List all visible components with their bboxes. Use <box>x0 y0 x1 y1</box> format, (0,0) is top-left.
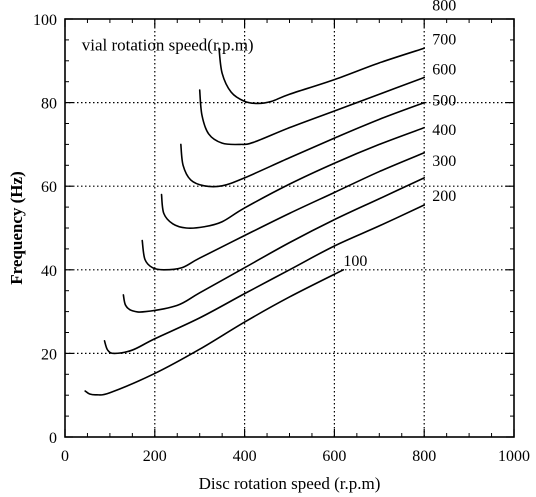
vial-speed-annotation: vial rotation speed(r.p.m) <box>82 35 254 54</box>
labels-layer: 0 200 400 600 800 1000 0 20 40 60 80 100 100 200 300 40… <box>33 0 530 465</box>
series-label-200: 200 <box>432 188 456 205</box>
series-line-400 <box>141 151 425 271</box>
y-tick-label: 20 <box>41 346 57 363</box>
series-label-600: 600 <box>432 62 456 79</box>
series-label-700: 700 <box>432 32 456 49</box>
series-line-200 <box>103 204 425 355</box>
plot-frame <box>64 18 515 438</box>
series-line-700 <box>198 76 425 146</box>
y-tick-label: 80 <box>41 96 57 113</box>
series-line-500 <box>160 126 425 229</box>
x-axis-title: Disc rotation speed (r.p.m) <box>199 474 381 493</box>
x-tick-label: 600 <box>322 448 346 465</box>
ticks-layer <box>64 18 515 438</box>
series-label-500: 500 <box>432 93 456 110</box>
y-tick-label: 60 <box>41 179 57 196</box>
x-tick-label: 200 <box>143 448 167 465</box>
series-line-600 <box>180 101 425 188</box>
y-tick-label: 100 <box>33 12 57 29</box>
series-line-800 <box>218 47 425 105</box>
series-layer <box>84 47 425 396</box>
y-tick-label: 0 <box>49 430 57 447</box>
series-label-800: 800 <box>432 0 456 14</box>
x-tick-label: 400 <box>233 448 257 465</box>
x-tick-label: 800 <box>412 448 436 465</box>
series-label-300: 300 <box>432 153 456 170</box>
grid-layer <box>65 19 514 437</box>
series-line-300 <box>122 177 425 313</box>
series-line-100 <box>84 269 345 396</box>
series-label-400: 400 <box>432 122 456 139</box>
series-label-100: 100 <box>343 253 367 270</box>
y-tick-label: 40 <box>41 263 57 280</box>
x-tick-label: 1000 <box>498 448 530 465</box>
y-axis-title: Frequency (Hz) <box>7 171 26 284</box>
x-tick-label: 0 <box>61 448 69 465</box>
